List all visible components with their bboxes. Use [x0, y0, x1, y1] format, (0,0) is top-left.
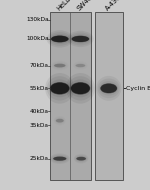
Ellipse shape: [98, 78, 120, 98]
Ellipse shape: [48, 32, 72, 46]
Ellipse shape: [99, 81, 118, 96]
Ellipse shape: [76, 157, 86, 161]
Ellipse shape: [70, 34, 91, 44]
Ellipse shape: [100, 84, 117, 93]
Ellipse shape: [71, 83, 90, 94]
Ellipse shape: [53, 157, 66, 161]
Ellipse shape: [66, 73, 95, 104]
Ellipse shape: [70, 82, 90, 95]
Ellipse shape: [51, 36, 68, 42]
Text: 130kDa: 130kDa: [26, 17, 49, 22]
Ellipse shape: [68, 76, 93, 101]
Ellipse shape: [50, 34, 70, 44]
Ellipse shape: [72, 36, 89, 42]
Ellipse shape: [54, 64, 66, 67]
Ellipse shape: [46, 30, 73, 48]
Text: A-431: A-431: [105, 0, 122, 11]
Ellipse shape: [75, 64, 85, 67]
Ellipse shape: [76, 64, 85, 67]
Text: 35kDa: 35kDa: [30, 123, 49, 128]
Ellipse shape: [45, 73, 74, 104]
Ellipse shape: [51, 35, 69, 43]
Text: 25kDa: 25kDa: [30, 156, 49, 161]
Ellipse shape: [71, 36, 89, 42]
Ellipse shape: [76, 157, 86, 160]
Ellipse shape: [56, 119, 64, 123]
Ellipse shape: [96, 76, 121, 101]
Ellipse shape: [69, 79, 92, 97]
Text: 100kDa: 100kDa: [26, 36, 49, 41]
Text: Cyclin B2: Cyclin B2: [126, 86, 150, 91]
Ellipse shape: [50, 82, 70, 95]
Ellipse shape: [47, 76, 73, 101]
Bar: [94, 12, 123, 180]
Ellipse shape: [53, 157, 67, 161]
Text: SW480: SW480: [76, 0, 97, 11]
Text: 70kDa: 70kDa: [30, 63, 49, 68]
Ellipse shape: [67, 31, 94, 47]
Text: 55kDa: 55kDa: [30, 86, 49, 91]
Ellipse shape: [69, 32, 92, 45]
Ellipse shape: [54, 64, 65, 67]
Ellipse shape: [49, 79, 71, 97]
Text: 40kDa: 40kDa: [30, 109, 49, 114]
Ellipse shape: [100, 83, 117, 93]
Ellipse shape: [50, 83, 69, 94]
Text: HeLa: HeLa: [56, 0, 72, 11]
Bar: [50, 12, 91, 180]
Ellipse shape: [56, 119, 64, 123]
